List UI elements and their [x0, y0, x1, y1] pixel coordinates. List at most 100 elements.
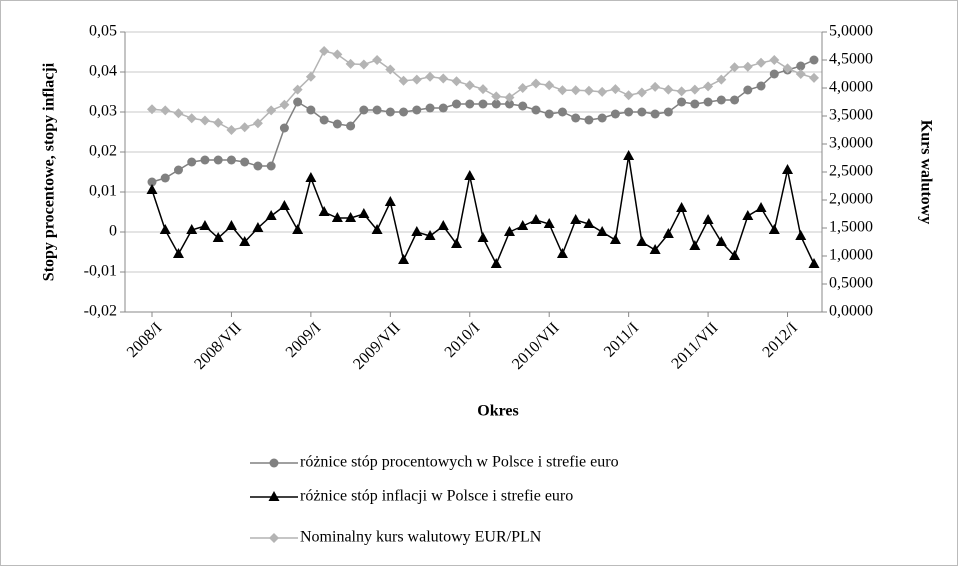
data-point	[609, 234, 621, 244]
y-tick-label: -0,01	[84, 263, 117, 280]
data-point	[809, 55, 819, 65]
data-point	[491, 99, 501, 109]
legend-label: Nominalny kurs walutowy EUR/PLN	[300, 529, 542, 546]
data-point	[425, 71, 436, 82]
data-point	[491, 91, 502, 102]
data-point	[226, 125, 237, 135]
data-point	[570, 85, 581, 96]
data-point	[756, 57, 767, 68]
data-point	[543, 218, 555, 228]
data-point	[795, 230, 807, 240]
y2-axis-title: Kurs walutowy	[917, 120, 934, 224]
data-point	[597, 86, 608, 97]
y-tick-label: 0,02	[89, 143, 117, 160]
data-point	[278, 200, 290, 210]
data-point	[384, 196, 396, 206]
data-point	[411, 74, 422, 85]
data-point	[358, 208, 370, 218]
data-point	[425, 103, 435, 113]
data-point	[743, 85, 753, 95]
data-point	[399, 107, 409, 117]
data-point	[424, 230, 436, 240]
data-point	[266, 105, 277, 116]
data-point	[597, 113, 607, 123]
data-point	[332, 49, 343, 60]
data-point	[212, 232, 224, 242]
data-point	[517, 83, 528, 93]
data-point	[279, 99, 290, 110]
data-point	[398, 75, 409, 86]
data-point	[146, 184, 158, 194]
data-point	[623, 90, 634, 101]
data-point	[187, 157, 197, 167]
data-point	[451, 238, 463, 248]
y2-tick-label: 1,5000	[829, 219, 873, 236]
data-point	[703, 97, 713, 107]
data-point	[636, 87, 647, 98]
data-point	[623, 150, 635, 160]
data-point	[768, 224, 780, 234]
data-point	[465, 99, 475, 109]
data-point	[808, 258, 820, 268]
data-point	[437, 220, 449, 230]
data-point	[358, 59, 369, 70]
data-point	[703, 81, 714, 92]
data-point	[676, 202, 688, 212]
data-point	[796, 61, 806, 71]
data-point	[769, 55, 780, 65]
y-tick-label: 0,01	[89, 183, 117, 200]
data-point	[200, 155, 210, 165]
data-point	[689, 84, 700, 95]
data-point	[213, 117, 224, 128]
y2-tick-label: 0,5000	[829, 275, 873, 292]
data-point	[729, 62, 740, 73]
data-point	[716, 95, 726, 105]
data-point	[756, 81, 766, 91]
data-point	[782, 164, 794, 174]
y2-tick-label: 0,0000	[829, 303, 873, 320]
data-point	[305, 71, 316, 82]
data-point	[306, 105, 316, 115]
data-point	[490, 258, 502, 268]
data-point	[226, 155, 236, 165]
data-point	[279, 123, 289, 133]
data-point	[319, 115, 329, 125]
data-point	[636, 236, 648, 246]
data-point	[530, 214, 542, 224]
data-point	[557, 107, 567, 117]
data-point	[477, 232, 489, 242]
y2-tick-label: 2,0000	[829, 191, 873, 208]
data-point	[702, 214, 714, 224]
legend-label: różnice stóp inflacji w Polsce i strefie…	[300, 488, 573, 505]
data-point	[359, 105, 369, 115]
data-point	[239, 236, 251, 246]
data-point	[663, 84, 674, 95]
y2-tick-label: 4,5000	[829, 51, 873, 68]
data-point	[610, 84, 621, 95]
data-point	[556, 248, 568, 258]
data-point	[504, 92, 515, 103]
data-point	[252, 118, 263, 129]
data-point	[729, 250, 741, 260]
data-point	[795, 69, 806, 79]
data-point	[571, 113, 581, 123]
data-point	[225, 220, 237, 230]
data-point	[346, 121, 356, 131]
legend-label: różnice stóp procentowych w Polsce i str…	[300, 454, 619, 471]
data-point	[464, 80, 475, 91]
data-point	[173, 108, 184, 119]
data-point	[583, 85, 594, 96]
data-point	[147, 177, 157, 187]
data-point	[690, 99, 700, 109]
data-point	[372, 105, 382, 115]
data-point	[544, 80, 555, 91]
data-point	[438, 103, 448, 113]
data-point	[677, 97, 687, 107]
data-point	[345, 212, 357, 222]
data-point	[755, 202, 767, 212]
data-point	[504, 99, 514, 109]
data-point	[530, 78, 541, 89]
data-point	[452, 99, 462, 109]
y2-tick-label: 3,5000	[829, 107, 873, 124]
x-axis-title: Okres	[477, 403, 518, 420]
